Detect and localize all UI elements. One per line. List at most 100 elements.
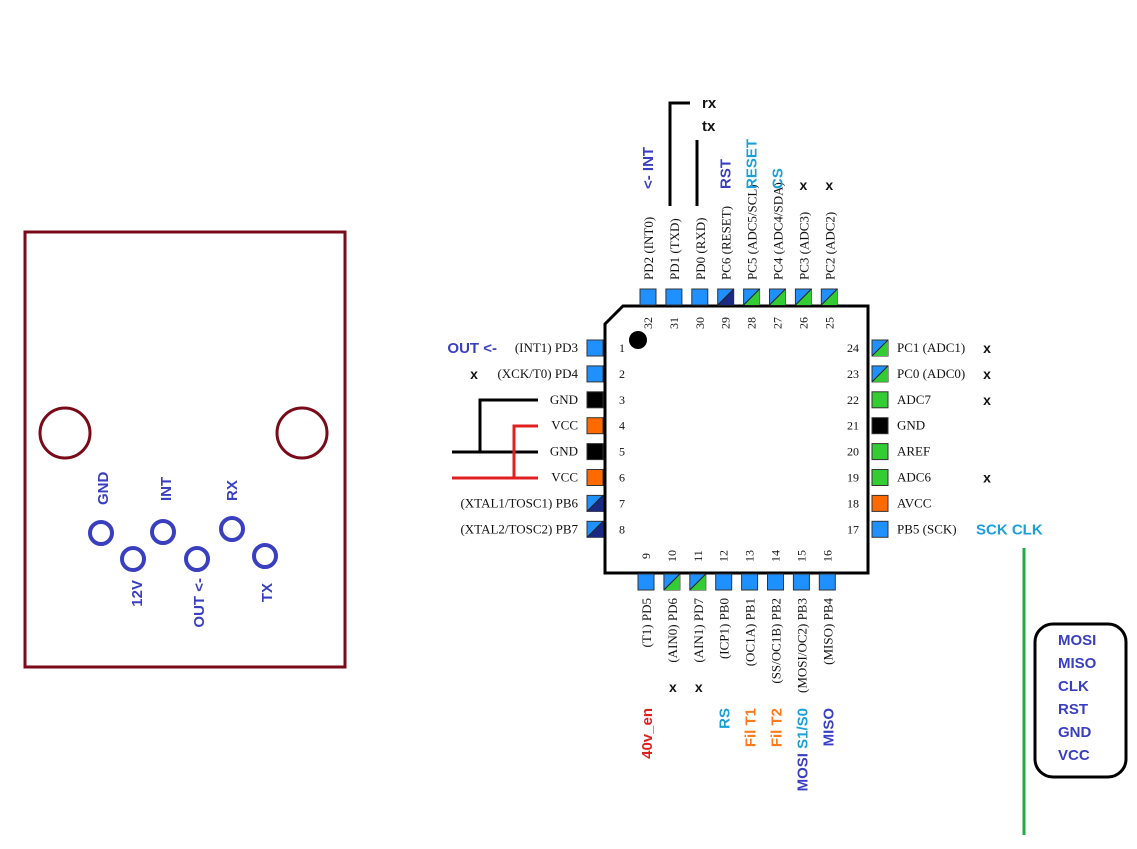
connector-label-rx: RX <box>224 480 241 501</box>
pin-12-square <box>715 573 733 591</box>
pin-20-label: AREF <box>897 444 930 459</box>
pin-9-square <box>637 573 655 591</box>
mounting-hole-left <box>38 406 92 460</box>
pin-10-annotation: x <box>669 679 677 695</box>
connector-pad-4 <box>120 546 146 572</box>
pin-32-number: 32 <box>641 317 655 329</box>
pin-17-label: PB5 (SCK) <box>897 521 957 536</box>
pin-16-label: (MISO) PB4 <box>820 598 835 665</box>
pin-16-number: 16 <box>820 550 834 562</box>
pin-27-label: PC4 (ADC4/SDA) <box>771 182 786 280</box>
isp-label-mosi: MOSI <box>1058 632 1096 649</box>
pin-31-number: 31 <box>667 317 681 329</box>
pin-22-label: ADC7 <box>897 392 931 407</box>
gnd-wire-left <box>452 398 538 454</box>
pin-10-label: (AIN0) PD6 <box>665 598 680 663</box>
pin-8-number: 8 <box>619 522 625 536</box>
pin-15-label: (MOSI/OC2) PB3 <box>794 598 809 693</box>
pin-5-number: 5 <box>619 445 625 459</box>
isp-label-rst: RST <box>1058 701 1088 718</box>
pin-8-label: (XTAL2/TOSC2) PB7 <box>460 521 578 536</box>
connector-pad-2 <box>150 519 176 545</box>
pin-1-annotation: OUT <- <box>447 340 497 357</box>
pin-23-number: 23 <box>847 367 859 381</box>
connector-pad-5 <box>184 546 210 572</box>
pin-14-number: 14 <box>769 550 783 562</box>
pin-15-annotation: MOSI S1/S0 <box>794 708 811 791</box>
uart-rx-label: rx <box>702 95 717 112</box>
pin-11-label: (AIN1) PD7 <box>691 598 706 663</box>
pin-26-annotation: x <box>800 177 808 193</box>
pin-32-annotation: <- INT <box>640 147 657 189</box>
pin-30-label: PD0 (RXD) <box>693 218 708 280</box>
pin-11-number: 11 <box>691 550 705 562</box>
pin-3-square <box>586 391 604 409</box>
connector-label-6: TX <box>259 583 276 602</box>
pin-32-label: PD2 (INT0) <box>641 217 656 280</box>
pin-4-number: 4 <box>619 419 625 433</box>
board-outline <box>23 230 347 669</box>
pin-19-number: 19 <box>847 471 859 485</box>
pin-11-square <box>689 573 707 591</box>
connector-label-4: 12V <box>129 580 146 607</box>
pin-14-label: (SS/OC1B) PB2 <box>769 598 784 684</box>
pin-6-label: VCC <box>551 470 578 485</box>
pin-32-square <box>639 288 657 306</box>
pin-18-number: 18 <box>847 496 859 510</box>
pin-3-label: GND <box>550 392 578 407</box>
pin-5-square <box>586 443 604 461</box>
connector-label-gnd: GND <box>95 472 112 506</box>
pin-19-annotation: x <box>983 470 991 486</box>
pin-27-number: 27 <box>771 317 785 329</box>
pin-18-square <box>871 494 889 512</box>
pin-16-annotation: MISO <box>820 708 837 747</box>
pin-13-number: 13 <box>743 550 757 562</box>
pin-12-number: 12 <box>717 550 731 562</box>
pin-22-annotation: x <box>983 392 991 408</box>
pin-27-square <box>769 288 786 306</box>
pin-22-square <box>871 391 889 409</box>
isp-header-box <box>1033 622 1128 779</box>
pin-15-number: 15 <box>794 550 808 562</box>
uart-tx-label: tx <box>702 118 716 135</box>
pin-23-label: PC0 (ADC0) <box>897 366 965 381</box>
pin-17-square <box>871 520 889 538</box>
pin-15-square <box>792 573 810 591</box>
pin-2-label: (XCK/T0) PD4 <box>497 366 578 381</box>
pin-20-number: 20 <box>847 445 859 459</box>
pin-29-square <box>717 288 735 306</box>
isp-label-vcc: VCC <box>1058 747 1090 764</box>
pin-24-square <box>871 339 889 357</box>
pin-30-number: 30 <box>693 317 707 329</box>
pin-25-annotation: x <box>825 177 833 193</box>
pin-23-square <box>871 365 889 383</box>
chip-body <box>603 304 870 575</box>
connector-pad-3 <box>219 516 245 542</box>
pin-21-label: GND <box>897 418 925 433</box>
pin-5-label: GND <box>550 444 578 459</box>
pin-3-number: 3 <box>619 393 625 407</box>
pin-1-label: (INT1) PD3 <box>515 340 578 355</box>
pin-31-label: PD1 (TXD) <box>667 218 682 280</box>
pin-29-annotation: RST <box>718 159 735 189</box>
pin-28-label: PC5 (ADC5/SCL) <box>745 184 760 280</box>
pin-10-number: 10 <box>665 550 679 562</box>
pin-13-annotation: Fil T1 <box>743 708 760 747</box>
pin-19-square <box>871 469 889 486</box>
connector-label-int: INT <box>158 477 175 501</box>
pin-23-annotation: x <box>983 366 991 382</box>
pin-31-square <box>665 288 683 306</box>
pin-24-number: 24 <box>847 341 859 355</box>
isp-label-miso: MISO <box>1058 655 1097 672</box>
pin-29-number: 29 <box>719 317 733 329</box>
pin-26-number: 26 <box>796 317 810 329</box>
atmega-chip: 1 (INT1) PD3 OUT <- 2 (XCK/T0) PD4 x 3 GND 4 VCC 5… <box>447 139 1042 791</box>
pin-26-label: PC3 (ADC3) <box>796 212 811 280</box>
pin-13-square <box>741 573 759 591</box>
pin-2-number: 2 <box>619 367 625 381</box>
pin-6-square <box>586 469 604 486</box>
connector-pad-1 <box>88 520 114 546</box>
pin-11-annotation: x <box>695 679 703 695</box>
pin-12-label: (ICP1) PB0 <box>717 598 732 659</box>
